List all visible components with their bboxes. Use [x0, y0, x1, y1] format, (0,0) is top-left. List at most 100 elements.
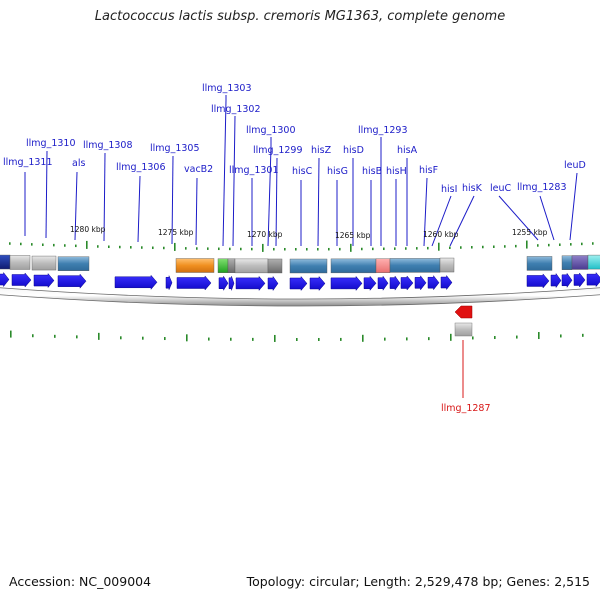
forward-gene-arrow [0, 271, 10, 288]
forward-gene-arrow [235, 275, 266, 292]
tick-mark [394, 247, 396, 250]
tick-mark [284, 247, 286, 251]
gene-label-llmg_1311[interactable]: llmg_1311 [3, 157, 53, 168]
forward-gene-arrow [114, 274, 158, 290]
gene-label-hisF[interactable]: hisF [419, 165, 438, 176]
tick-mark [252, 337, 254, 341]
tick-mark [362, 334, 364, 342]
gene-label-hisZ[interactable]: hisZ [311, 145, 332, 156]
tick-mark [438, 242, 440, 251]
gene-label-llmg_1305[interactable]: llmg_1305 [150, 143, 200, 154]
tick-mark [339, 247, 341, 251]
tick-mark [97, 245, 99, 248]
scale-label-1270: 1270 kbp [247, 230, 283, 239]
tick-mark [328, 247, 330, 251]
tick-mark [318, 337, 320, 341]
tick-mark [108, 245, 110, 249]
tick-mark [120, 336, 122, 340]
gene-label-leuD[interactable]: leuD [564, 160, 586, 171]
gene-label-line [275, 157, 278, 247]
gene-label-line [423, 177, 428, 247]
gene-label-line [171, 155, 174, 245]
tick-mark [383, 247, 385, 251]
tick-mark [482, 245, 484, 249]
gene-label-llmg_1283[interactable]: llmg_1283 [517, 182, 567, 193]
feature-block [526, 256, 553, 271]
gene-label-leuC[interactable]: leuC [490, 183, 512, 194]
gene-label-hisC[interactable]: hisC [292, 166, 313, 177]
feature-block [227, 258, 236, 273]
gene-label-vacB2[interactable]: vacB2 [184, 164, 213, 175]
gene-label-hisG[interactable]: hisG [327, 166, 348, 177]
gene-label-llmg_1300[interactable]: llmg_1300 [246, 125, 296, 136]
gene-label-hisA[interactable]: hisA [397, 145, 418, 156]
tick-mark [559, 243, 561, 246]
gene-label-llmg_1287[interactable]: llmg_1287 [441, 403, 491, 414]
gene-label-line [103, 152, 106, 242]
tick-mark [493, 245, 495, 248]
tick-mark [141, 246, 143, 249]
gene-label-hisK[interactable]: hisK [462, 183, 483, 194]
tick-mark [86, 240, 88, 249]
forward-gene-arrow [165, 275, 173, 290]
tick-mark [449, 246, 451, 250]
map-title: Lactococcus lactis subsp. cremoris MG136… [94, 9, 506, 24]
tick-mark [581, 242, 583, 246]
tick-mark [152, 246, 154, 250]
forward-gene-arrow [550, 272, 562, 289]
tick-mark [472, 336, 474, 340]
genome-summary-text: Topology: circular; Length: 2,529,478 bp… [246, 574, 590, 589]
tick-mark [54, 334, 56, 338]
forward-gene-arrow [228, 276, 235, 291]
tick-mark [372, 247, 374, 251]
forward-gene-arrow [309, 275, 326, 292]
feature-block [571, 255, 589, 270]
tick-mark [295, 247, 297, 251]
tick-mark [185, 247, 187, 250]
scale-label-1260: 1260 kbp [423, 230, 459, 239]
tick-mark [428, 337, 430, 341]
tick-mark [76, 335, 78, 339]
forward-gene-arrow [176, 275, 212, 291]
gene-label-line [498, 195, 539, 241]
feature-block [57, 256, 90, 271]
tick-mark [20, 242, 22, 246]
gene-label-llmg_1299[interactable]: llmg_1299 [253, 145, 303, 156]
tick-mark [274, 334, 276, 342]
tick-mark [208, 337, 210, 341]
tick-mark [174, 242, 176, 251]
forward-gene-arrow [389, 275, 401, 291]
gene-label-llmg_1308[interactable]: llmg_1308 [83, 140, 133, 151]
scale-label-1275: 1275 kbp [158, 228, 194, 237]
forward-gene-arrow [218, 275, 229, 292]
gene-label-llmg_1306[interactable]: llmg_1306 [116, 162, 166, 173]
gene-label-hisH[interactable]: hisH [386, 166, 407, 177]
gene-label-hisI[interactable]: hisI [441, 184, 457, 195]
tick-mark [350, 243, 352, 252]
gene-label-hisB[interactable]: hisB [362, 166, 382, 177]
tick-mark [164, 337, 166, 341]
feature-block [561, 255, 573, 270]
scale-label-1265: 1265 kbp [335, 231, 371, 240]
gene-label-llmg_1310[interactable]: llmg_1310 [26, 138, 76, 149]
forward-gene-arrow [573, 272, 586, 288]
gene-label-llmg_1293[interactable]: llmg_1293 [358, 125, 408, 136]
reverse-gene-arrow [454, 305, 473, 319]
forward-gene-arrow [377, 275, 389, 291]
feature-block [289, 258, 328, 274]
gene-label-line [232, 115, 236, 247]
tick-mark [427, 246, 429, 250]
tick-mark [230, 337, 232, 341]
gene-label-hisD[interactable]: hisD [343, 145, 364, 156]
feature-block [389, 258, 441, 273]
gene-label-lines [24, 95, 578, 398]
tick-mark [384, 337, 386, 341]
gene-label-als[interactable]: als [72, 158, 85, 169]
gene-label-llmg_1302[interactable]: llmg_1302 [211, 104, 261, 115]
gene-label-llmg_1301[interactable]: llmg_1301 [229, 165, 279, 176]
gene-label-line [431, 195, 452, 247]
feature-block [587, 254, 600, 270]
tick-mark [460, 246, 462, 249]
gene-label-llmg_1303[interactable]: llmg_1303 [202, 83, 252, 94]
